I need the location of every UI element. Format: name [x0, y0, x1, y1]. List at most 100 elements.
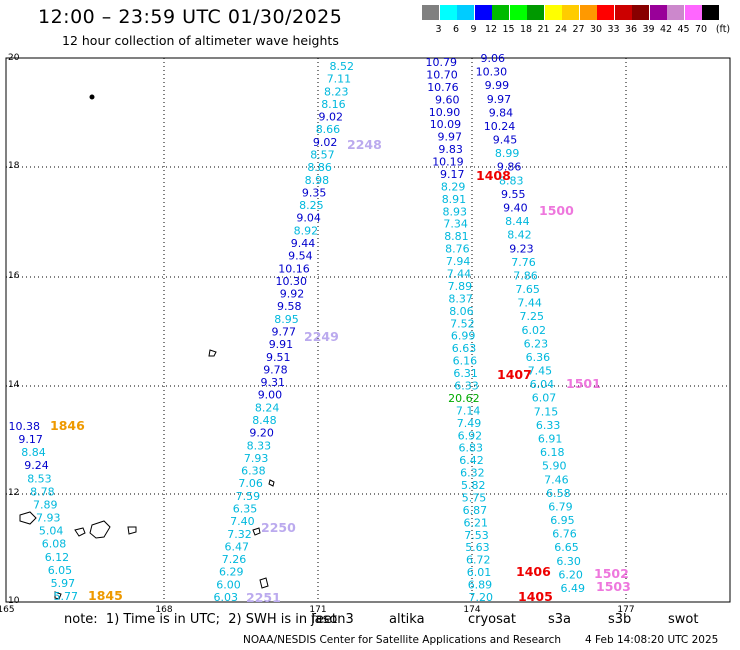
footer-timestamp: 4 Feb 14:08:20 UTC 2025 [585, 634, 719, 646]
satellite-s3b: s3b [608, 612, 632, 627]
track-pass-label: 2250 [261, 520, 296, 535]
wave-height-value: 9.91 [269, 338, 294, 351]
track-pass-label: 1407 [497, 367, 532, 382]
wave-height-value: 9.77 [272, 326, 297, 339]
wave-height-value: 9.86 [497, 161, 522, 174]
legend-swatch [597, 5, 614, 20]
wave-height-value: 6.95 [550, 514, 575, 527]
wave-height-value: 9.84 [489, 106, 514, 119]
wave-height-value: 6.33 [536, 419, 561, 432]
legend-swatch [562, 5, 579, 20]
wave-height-value: 10.70 [426, 68, 458, 81]
legend-swatch [509, 5, 527, 20]
wave-height-value: 6.49 [561, 582, 586, 595]
wave-height-value: 8.83 [499, 174, 524, 187]
wave-height-value: 9.40 [503, 202, 528, 215]
island-outline [268, 479, 275, 487]
legend-label: 42 [659, 24, 673, 35]
wave-height-value: 7.26 [222, 553, 247, 566]
track-pass-label: 1501 [566, 376, 601, 391]
satellite-swot: swot [668, 612, 699, 627]
wave-height-value: 8.23 [324, 85, 349, 98]
wave-height-value: 5.90 [542, 460, 567, 473]
wave-height-values: 8.527.118.238.169.028.669.028.578.868.98… [9, 52, 586, 604]
wave-height-value: 7.44 [517, 297, 542, 310]
wave-height-value: 6.16 [453, 355, 478, 368]
legend-swatch [439, 5, 457, 20]
wave-height-value: 7.89 [33, 499, 58, 512]
island-outline [259, 577, 269, 589]
wave-height-value: 6.12 [45, 551, 70, 564]
wave-height-value: 9.02 [313, 136, 338, 149]
wave-height-value: 6.72 [466, 554, 491, 567]
island-outline [74, 527, 86, 537]
wave-height-value: 7.11 [327, 73, 352, 86]
wave-height-value: 7.94 [446, 255, 471, 268]
wave-height-value: 9.54 [288, 250, 313, 263]
wave-height-value: 7.25 [520, 310, 545, 323]
track-pass-label: 1406 [516, 564, 551, 579]
legend-label: 12 [484, 24, 498, 35]
wave-height-value: 20.62 [448, 392, 480, 405]
legend-label: 39 [642, 24, 655, 35]
track-pass-label: 1500 [539, 203, 574, 218]
island-outline [89, 94, 95, 100]
wave-height-value: 7.93 [36, 512, 61, 525]
legend-label: 18 [519, 24, 533, 35]
wave-height-value: 6.32 [460, 467, 485, 480]
wave-height-value: 9.45 [493, 134, 518, 147]
wave-height-value: 6.29 [219, 566, 244, 579]
wave-height-value: 9.97 [438, 131, 463, 144]
y-tick-label: 20 [8, 53, 20, 63]
wave-height-value: 8.66 [316, 123, 341, 136]
wave-height-value: 8.93 [443, 205, 468, 218]
wave-height-value: 6.21 [464, 516, 489, 529]
wave-height-value: 8.76 [445, 243, 470, 256]
wave-height-value: 10.30 [276, 275, 308, 288]
wave-height-value: 10.16 [278, 262, 310, 275]
y-tick-label: 12 [8, 488, 19, 498]
legend-label: 27 [572, 24, 585, 35]
legend-label: 33 [607, 24, 620, 35]
track-pass-label: 1846 [50, 418, 85, 433]
wave-height-value: 7.20 [469, 591, 494, 604]
wave-height-value: 7.15 [534, 405, 559, 418]
wave-height-value: 6.79 [548, 501, 573, 514]
wave-height-value: 10.30 [476, 66, 508, 79]
legend-label: 15 [502, 24, 515, 35]
wave-height-value: 7.34 [443, 218, 468, 231]
wave-height-value: 7.45 [528, 365, 553, 378]
wave-height-value: 7.65 [515, 283, 540, 296]
wave-height-value: 9.06 [481, 52, 506, 65]
wave-height-value: 8.33 [247, 439, 272, 452]
x-tick-label: 168 [155, 605, 172, 615]
wave-height-value: 6.35 [233, 503, 258, 516]
footnote: note: 1) Time is in UTC; 2) SWH is in fe… [64, 612, 337, 627]
island-outline [54, 591, 62, 600]
legend-swatch [702, 5, 719, 20]
wave-height-value: 6.02 [522, 324, 547, 337]
legend-swatch [527, 5, 544, 20]
wave-height-value: 10.79 [426, 56, 458, 69]
wave-height-value: 5.82 [461, 479, 486, 492]
wave-height-value: 7.40 [230, 515, 255, 528]
legend-swatch [684, 5, 702, 20]
wave-height-value: 8.29 [441, 180, 466, 193]
legend-swatch [667, 5, 684, 20]
legend-label: 45 [677, 24, 690, 35]
wave-height-value: 8.84 [21, 446, 46, 459]
wave-height-value: 6.33 [454, 380, 479, 393]
wave-height-value: 6.92 [458, 429, 483, 442]
island-outline [252, 527, 261, 536]
wave-height-value: 6.87 [463, 504, 488, 517]
wave-height-value: 8.95 [274, 313, 299, 326]
map-title: 12:00 – 23:59 UTC 01/30/2025 [38, 6, 343, 28]
track-pass-label: 2248 [347, 137, 382, 152]
island-outline [89, 520, 111, 539]
wave-height-value: 10.19 [432, 156, 464, 169]
wave-height-value: 7.32 [227, 528, 252, 541]
y-tick-label: 18 [8, 161, 20, 171]
wave-height-value: 10.09 [430, 118, 462, 131]
wave-height-value: 6.42 [459, 454, 484, 467]
